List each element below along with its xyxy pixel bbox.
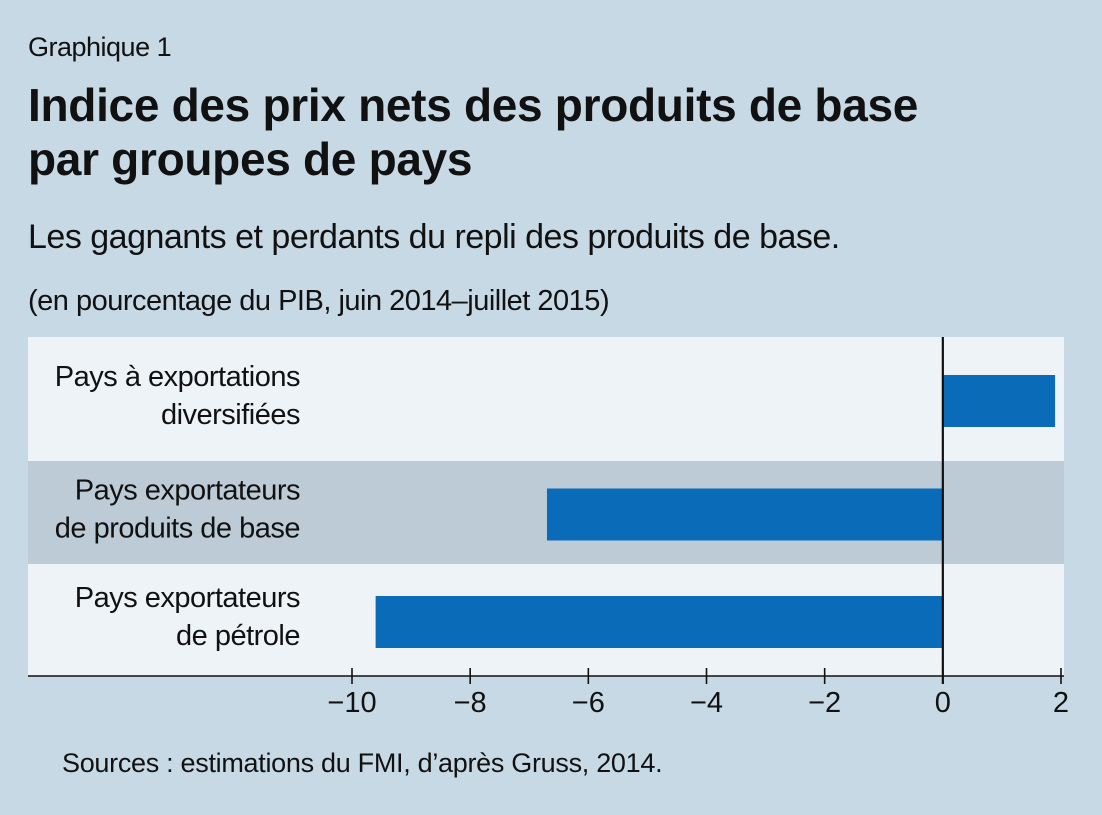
category-label: Pays exportateurs de produits de base: [55, 475, 300, 545]
chart-title-line-1: Indice des prix nets des produits de bas…: [28, 79, 919, 131]
category-label-line: Pays exportateurs: [75, 475, 300, 507]
category-label-line: Pays exportateurs: [75, 582, 300, 614]
category-label-line: diversifiées: [161, 399, 300, 431]
x-tick-label: −10: [327, 687, 376, 719]
chart-title-line-2: par groupes de pays: [28, 133, 473, 185]
category-label-line: de produits de base: [55, 513, 300, 545]
x-tick-label: 0: [935, 687, 951, 719]
bar: [375, 596, 943, 648]
x-tick-label: −4: [690, 687, 723, 719]
x-tick-label: 2: [1053, 687, 1069, 719]
source-note: Sources : estimations du FMI, d’après Gr…: [62, 748, 663, 778]
category-label-line: Pays à exportations: [55, 361, 300, 393]
category-label: Pays à exportations diversifiées: [55, 361, 300, 431]
x-tick-label: −6: [572, 687, 605, 719]
bar: [546, 488, 943, 541]
x-tick-label: −8: [454, 687, 487, 719]
category-label-line: de pétrole: [176, 620, 300, 652]
category-band: [28, 337, 1064, 461]
chart-label: Graphique 1: [28, 32, 172, 62]
bar: [942, 375, 1056, 427]
chart-title: Indice des prix nets des produits de bas…: [28, 78, 918, 186]
x-tick-label: −2: [808, 687, 841, 719]
chart-units: (en pourcentage du PIB, juin 2014–juille…: [28, 285, 610, 317]
chart-subtitle: Les gagnants et perdants du repli des pr…: [28, 218, 840, 256]
category-label: Pays exportateurs de pétrole: [75, 582, 300, 652]
